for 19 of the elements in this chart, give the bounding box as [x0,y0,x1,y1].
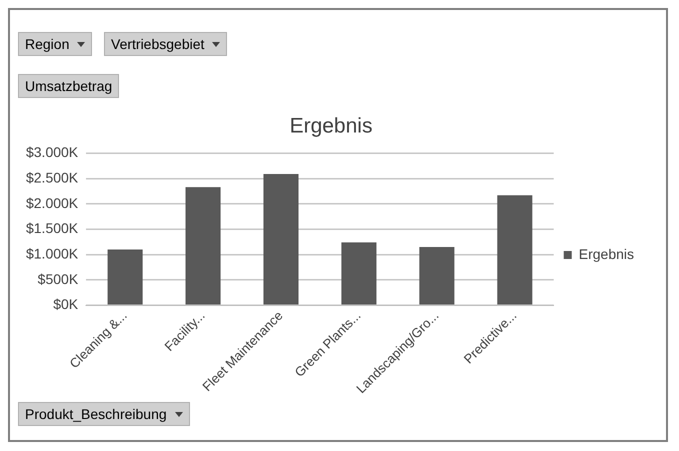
bar [497,195,532,305]
chart-title: Ergebnis [290,114,372,138]
text: Vertriebsgebiet [111,36,204,52]
text: Region [25,36,70,52]
bar [108,250,143,305]
bar [341,242,376,305]
bar [263,174,299,305]
y-tick-label: $3.000K [26,144,79,160]
y-tick-label: $500K [38,270,79,287]
bar [186,187,221,305]
text: Produkt_Beschreibung [25,406,167,422]
y-tick-label: $1.500K [26,220,79,236]
text: Umsatzbetrag [25,78,112,94]
y-tick-label: $1.000K [26,245,79,262]
y-tick-label: $2.500K [26,169,79,186]
y-tick-label: $2.000K [26,194,79,211]
bar [419,246,454,305]
legend-label: Ergebnis [578,246,634,262]
y-tick-label: $0K [53,296,79,312]
